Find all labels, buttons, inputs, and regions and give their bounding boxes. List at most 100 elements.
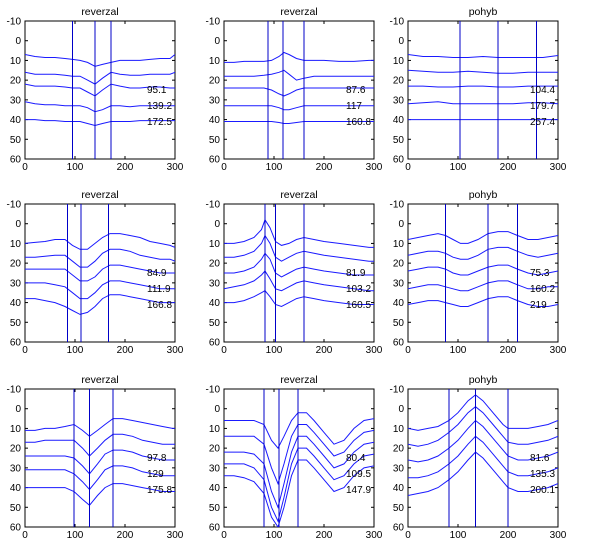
plot-frame: [407, 20, 559, 160]
series-line: [408, 246, 558, 260]
marker-value-label: 81.9: [346, 268, 366, 279]
y-tick-label: -10: [7, 17, 22, 28]
y-tick-label: 30: [393, 463, 405, 474]
series-line: [408, 85, 558, 88]
y-tick-label: 40: [393, 115, 405, 126]
y-tick-label: 20: [393, 259, 405, 270]
x-tick-label: 300: [167, 162, 184, 173]
y-tick-label: 30: [393, 95, 405, 106]
y-tick-label: 40: [10, 298, 22, 309]
x-tick-label: 0: [22, 530, 28, 541]
y-tick-label: 20: [209, 444, 221, 455]
marker-value-label: 84.9: [147, 268, 167, 279]
x-tick-label: 300: [366, 530, 383, 541]
series-line: [408, 296, 558, 307]
marker-value-label: 200.1: [530, 485, 555, 496]
y-tick-label: 0: [398, 404, 404, 415]
marker-value-label: 160.2: [530, 284, 555, 295]
y-tick-label: 0: [214, 219, 220, 230]
y-tick-label: 60: [10, 155, 22, 166]
trace-group: [408, 54, 558, 121]
y-tick-label: 20: [209, 259, 221, 270]
y-tick-label: 40: [10, 483, 22, 494]
y-tick-label: 10: [209, 56, 221, 67]
y-tick-label: 10: [10, 424, 22, 435]
marker-value-label: 129: [147, 469, 164, 480]
y-tick-label: 50: [393, 135, 405, 146]
y-tick-label: 50: [10, 135, 22, 146]
y-tick-label: 0: [214, 36, 220, 47]
x-tick-label: 0: [221, 345, 227, 356]
y-tick-label: 0: [398, 219, 404, 230]
y-tick-label: 60: [209, 155, 221, 166]
subplot-title: reverzal: [81, 6, 118, 18]
marker-value-label: 219: [530, 300, 547, 311]
series-line: [224, 87, 374, 97]
series-line: [408, 54, 558, 58]
marker-value-label: 175.8: [147, 485, 172, 496]
trace-group: [224, 412, 374, 527]
series-line: [408, 264, 558, 276]
subplot-title: pohyb: [469, 6, 498, 18]
series-line: [25, 83, 175, 97]
y-tick-label: 10: [393, 239, 405, 250]
y-tick-label: 50: [209, 135, 221, 146]
marker-value-label: 257.4: [530, 117, 555, 128]
trace-group: [408, 231, 558, 307]
series-line: [224, 424, 374, 486]
y-tick-label: 40: [209, 115, 221, 126]
y-tick-label: 60: [209, 523, 221, 534]
y-tick-label: -10: [7, 385, 22, 396]
trace-group: [25, 54, 175, 127]
y-tick-label: 0: [214, 404, 220, 415]
series-line: [224, 270, 374, 292]
y-tick-label: 20: [10, 76, 22, 87]
series-line: [408, 231, 558, 244]
marker-value-label: 81.6: [530, 453, 550, 464]
y-tick-label: 0: [398, 36, 404, 47]
series-line: [25, 54, 175, 67]
marker-value-label: 160.8: [346, 117, 371, 128]
x-tick-label: 0: [221, 162, 227, 173]
x-tick-label: 200: [316, 162, 333, 173]
x-tick-label: 300: [167, 530, 184, 541]
y-tick-label: 60: [393, 338, 405, 349]
x-tick-label: 200: [316, 530, 333, 541]
y-tick-label: 50: [209, 318, 221, 329]
x-tick-label: 300: [167, 345, 184, 356]
x-tick-label: 0: [22, 345, 28, 356]
series-line: [25, 465, 175, 491]
x-tick-label: 300: [366, 162, 383, 173]
y-tick-label: 0: [15, 219, 21, 230]
series-line: [408, 451, 558, 496]
plot-frame: [223, 20, 375, 160]
trace-group: [224, 218, 374, 308]
x-tick-label: 100: [450, 162, 467, 173]
plot-frame: [24, 20, 176, 160]
y-tick-label: -10: [390, 200, 405, 211]
y-tick-label: 60: [10, 523, 22, 534]
x-tick-label: 100: [266, 162, 283, 173]
x-tick-label: 200: [117, 530, 134, 541]
x-tick-label: 0: [405, 530, 411, 541]
marker-value-label: 135.3: [530, 469, 555, 480]
subplot-title: reverzal: [81, 374, 118, 386]
series-line: [25, 233, 175, 250]
y-tick-label: -10: [390, 385, 405, 396]
x-tick-label: 200: [316, 345, 333, 356]
series-line: [25, 101, 175, 113]
subplot-title: pohyb: [469, 374, 498, 386]
y-tick-label: 40: [10, 115, 22, 126]
marker-value-label: 87.6: [346, 85, 366, 96]
series-line: [408, 101, 558, 105]
y-tick-label: 40: [209, 298, 221, 309]
x-tick-label: 300: [366, 345, 383, 356]
trace-group: [408, 394, 558, 496]
y-tick-label: 60: [10, 338, 22, 349]
series-line: [224, 218, 374, 248]
y-tick-label: 20: [393, 444, 405, 455]
